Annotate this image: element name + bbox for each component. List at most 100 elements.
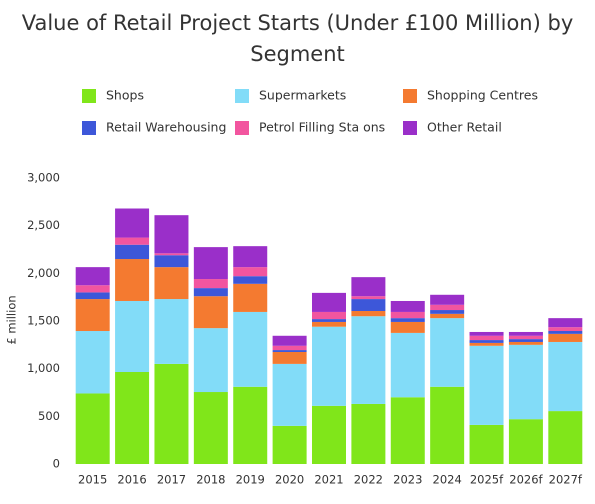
x-tick-label: 2016 [117,473,146,487]
bar-segment [154,363,189,464]
bar-segment [430,294,465,305]
bar-segment [430,313,465,319]
bar-segment [508,335,543,340]
legend-label: Supermarkets [259,88,346,103]
bar-segment [272,345,307,351]
y-tick-label: 1,000 [27,361,60,375]
bar-segment [233,386,268,464]
bar-segment [193,247,228,280]
bar-segment [193,392,228,464]
bar-segment [233,283,268,312]
bar-segment [154,267,189,300]
bar-segment [548,333,583,342]
x-tick-label: 2020 [275,473,304,487]
x-tick-label: 2018 [196,473,225,487]
bar-segment [115,208,150,238]
y-tick-label: 3,000 [27,171,60,185]
bar-segment [193,328,228,393]
bar-segment [351,277,386,297]
bar-segment [115,259,150,301]
x-tick-label: 2023 [393,473,422,487]
bar-segment [233,311,268,387]
bar-segment [233,276,268,284]
bar-segment [390,321,425,333]
bar-segment [508,341,543,345]
bar-segment [154,253,189,256]
bar-segment [193,296,228,329]
bar-segment [75,299,110,332]
bar-segment [233,246,268,268]
bar-segment [115,300,150,373]
x-tick-label: 2026f [509,473,543,487]
legend-swatch [403,89,417,103]
bar-segment [312,405,346,464]
legend-swatch [403,121,417,135]
bar-segment [272,363,307,426]
bar-segment [469,340,504,343]
bar-segment [390,397,425,464]
x-tick-label: 2027f [549,473,583,487]
bar-segment [75,267,110,286]
bar-segment [430,386,465,464]
bar-segment [548,318,583,328]
x-tick-label: 2025f [470,473,504,487]
bar-segment [75,285,110,293]
bar-segment [154,299,189,364]
y-tick-label: 0 [53,457,60,471]
bar-segment [390,318,425,322]
y-tick-label: 2,500 [27,218,60,232]
x-tick-label: 2015 [78,473,107,487]
bar-segment [75,331,110,394]
bar-segment [351,299,386,311]
bar-segment [351,316,386,404]
legend-label: Petrol Filling Sta ons [259,120,385,135]
y-tick-label: 1,500 [27,314,60,328]
bar-segment [548,411,583,464]
bar-segment [508,331,543,336]
bar-segment [390,300,425,312]
bar-segment [312,292,346,312]
x-tick-label: 2024 [433,473,462,487]
bar-segment [115,372,150,464]
bar-segment [272,335,307,346]
bar-segment [351,403,386,464]
bar-segment [390,311,425,319]
bar-segment [430,318,465,387]
bar-segment [508,344,543,420]
bar-segment [272,351,307,364]
x-tick-label: 2021 [314,473,343,487]
bar-segment [312,326,346,406]
legend-label: Other Retail [427,120,502,135]
x-tick-label: 2017 [157,473,186,487]
bar-segment [430,304,465,311]
legend-label: Shopping Centres [427,88,538,103]
legend-swatch [82,89,96,103]
bar-segment [154,215,189,254]
bar-segment [469,331,504,336]
legend-label: Retail Warehousing [106,120,226,135]
legend-swatch [235,121,249,135]
y-tick-label: 500 [38,409,60,423]
bar-segment [272,425,307,464]
bar-segment [75,292,110,300]
bar-segment [312,321,346,327]
bar-segment [508,419,543,464]
legend-swatch [235,89,249,103]
y-axis-label: £ million [5,295,19,344]
y-tick-label: 2,000 [27,266,60,280]
bar-segment [548,331,583,334]
legend-swatch [82,121,96,135]
bar-segment [508,339,543,342]
bar-segment [312,311,346,320]
bar-segment [548,341,583,412]
chart-title: Value of Retail Project Starts (Under £1… [21,11,574,66]
bar-segment [115,244,150,260]
bar-segment [469,342,504,346]
bar-segment [272,350,307,352]
bar-segment [469,345,504,425]
bar-segment [312,319,346,322]
bar-segment [115,237,150,245]
legend-label: Shops [106,88,144,103]
